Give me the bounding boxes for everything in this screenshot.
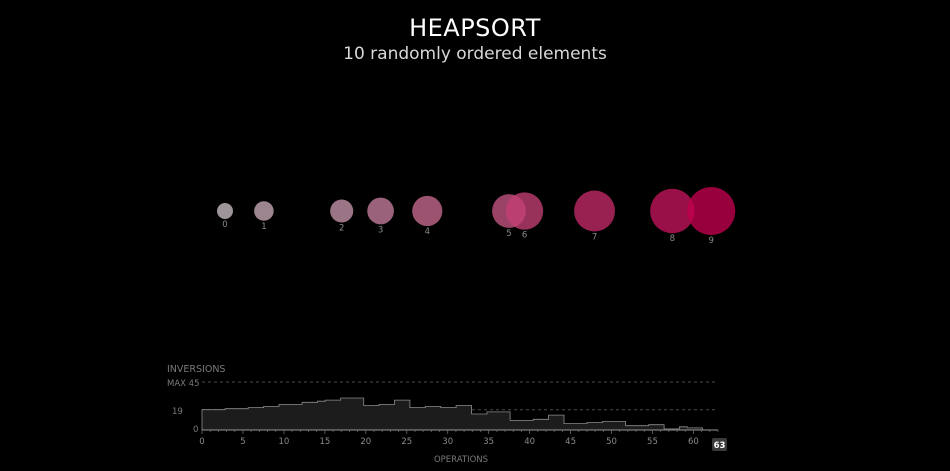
reference-inversions-label: 19 [172,407,183,417]
element-bubble-0 [217,203,233,219]
element-label-8: 8 [670,234,675,244]
element-label-1: 1 [261,222,266,232]
elements-bubble-chart: 0 1 2 3 4 5 6 7 8 9 [217,187,736,246]
element-label-5: 5 [506,229,511,239]
page-title: HEAPSORT [409,14,541,42]
element-label-6: 6 [522,231,527,241]
zero-inversions-label: 0 [193,425,198,435]
element-bubble-9 [687,187,736,235]
x-tick-label-50: 50 [606,437,617,447]
inversions-axis-label: INVERSIONS [167,364,225,375]
operations-axis: 0 5 10 15 20 25 30 35 40 45 50 55 60 [199,429,719,447]
element-label-0: 0 [222,220,227,230]
x-tick-label-30: 30 [442,437,453,447]
inversions-area [201,397,718,431]
element-label-4: 4 [425,227,430,237]
x-tick-label-20: 20 [360,437,371,447]
x-tick-label-25: 25 [401,437,412,447]
element-label-3: 3 [378,225,383,235]
x-tick-label-45: 45 [565,437,576,447]
element-bubble-1 [254,201,274,221]
x-tick-label-0: 0 [199,437,204,447]
x-tick-label-15: 15 [319,437,330,447]
x-tick-label-10: 10 [278,437,289,447]
x-tick-label-40: 40 [524,437,535,447]
element-label-2: 2 [339,224,344,234]
current-operation-badge [712,438,727,451]
operations-axis-label: OPERATIONS [434,455,488,465]
page-subtitle: 10 randomly ordered elements [343,44,607,64]
element-bubble-2 [330,199,354,223]
max-inversions-label: MAX 45 [167,379,200,389]
element-bubble-3 [367,197,394,225]
x-tick-label-35: 35 [483,437,494,447]
element-bubble-7 [574,190,615,232]
element-label-9: 9 [709,236,714,246]
x-tick-label-60: 60 [688,437,699,447]
element-label-7: 7 [592,232,597,242]
element-bubble-8 [650,188,695,234]
element-bubble-4 [412,195,443,227]
x-tick-label-5: 5 [240,437,245,447]
inversions-histogram: INVERSIONS MAX 45 19 0 0 5 10 15 20 25 30 35 40 4… [167,364,727,465]
current-operation-label: 63 [714,441,726,451]
element-bubble-6 [505,192,544,230]
x-tick-label-55: 55 [647,437,658,447]
histogram-body [201,381,718,431]
